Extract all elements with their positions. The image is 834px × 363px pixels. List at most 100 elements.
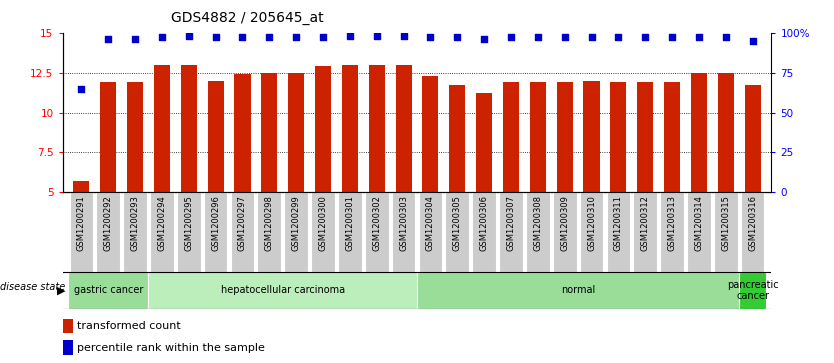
Bar	[181, 65, 197, 192]
Bar	[745, 85, 761, 192]
Point	[639, 34, 652, 40]
Bar	[422, 76, 439, 192]
Bar	[634, 192, 657, 272]
Bar	[153, 65, 170, 192]
Text: GSM1200291: GSM1200291	[77, 195, 86, 250]
Point	[75, 86, 88, 91]
Text: GSM1200306: GSM1200306	[480, 195, 489, 251]
Bar	[530, 82, 546, 192]
Point	[558, 34, 571, 40]
Bar	[553, 192, 576, 272]
Bar	[445, 192, 469, 272]
Point	[477, 36, 490, 42]
Text: GSM1200314: GSM1200314	[695, 195, 703, 251]
Point	[102, 36, 115, 42]
Text: GSM1200302: GSM1200302	[372, 195, 381, 251]
Bar	[63, 340, 73, 355]
Text: GSM1200298: GSM1200298	[265, 195, 274, 251]
Point	[531, 34, 545, 40]
Bar	[369, 65, 384, 192]
Bar	[315, 66, 331, 192]
Bar	[231, 192, 254, 272]
Bar	[417, 272, 739, 309]
Text: GSM1200300: GSM1200300	[319, 195, 328, 251]
Text: hepatocellular carcinoma: hepatocellular carcinoma	[221, 285, 344, 295]
Bar	[288, 73, 304, 192]
Bar	[311, 192, 334, 272]
Text: GSM1200299: GSM1200299	[292, 195, 301, 250]
Text: transformed count: transformed count	[77, 321, 180, 331]
Text: GSM1200312: GSM1200312	[641, 195, 650, 251]
Bar	[100, 82, 116, 192]
Text: GSM1200301: GSM1200301	[345, 195, 354, 251]
Point	[719, 34, 732, 40]
Bar	[664, 82, 681, 192]
Text: GSM1200311: GSM1200311	[614, 195, 623, 251]
Bar	[261, 73, 278, 192]
Text: GSM1200305: GSM1200305	[453, 195, 462, 251]
Point	[397, 33, 410, 39]
Bar	[580, 192, 603, 272]
Point	[263, 34, 276, 40]
Text: GDS4882 / 205645_at: GDS4882 / 205645_at	[171, 11, 324, 25]
Bar	[687, 192, 711, 272]
Text: GSM1200313: GSM1200313	[667, 195, 676, 251]
Text: GSM1200309: GSM1200309	[560, 195, 569, 251]
Text: GSM1200304: GSM1200304	[426, 195, 435, 251]
Point	[236, 34, 249, 40]
Text: normal: normal	[561, 285, 595, 295]
Text: GSM1200303: GSM1200303	[399, 195, 408, 251]
Text: GSM1200295: GSM1200295	[184, 195, 193, 250]
Text: GSM1200297: GSM1200297	[238, 195, 247, 251]
Point	[155, 34, 168, 40]
Text: GSM1200310: GSM1200310	[587, 195, 596, 251]
Point	[209, 34, 223, 40]
Point	[585, 34, 598, 40]
Bar	[177, 192, 200, 272]
Text: GSM1200315: GSM1200315	[721, 195, 731, 251]
Bar	[419, 192, 442, 272]
Text: GSM1200292: GSM1200292	[103, 195, 113, 250]
Bar	[610, 82, 626, 192]
Bar	[637, 82, 653, 192]
Bar	[69, 192, 93, 272]
Bar	[63, 319, 73, 333]
Point	[692, 34, 706, 40]
Bar	[342, 65, 358, 192]
Point	[424, 34, 437, 40]
Point	[370, 33, 384, 39]
Bar	[718, 73, 734, 192]
Bar	[395, 65, 412, 192]
Bar	[584, 81, 600, 192]
Bar	[472, 192, 496, 272]
Bar	[203, 192, 228, 272]
Text: gastric cancer: gastric cancer	[73, 285, 143, 295]
Point	[182, 33, 195, 39]
Point	[611, 34, 625, 40]
Bar	[500, 192, 523, 272]
Bar	[606, 192, 631, 272]
Point	[344, 33, 357, 39]
Text: disease state: disease state	[0, 282, 65, 292]
Text: GSM1200293: GSM1200293	[131, 195, 139, 251]
Bar	[73, 181, 89, 192]
Bar	[556, 82, 573, 192]
Point	[450, 34, 464, 40]
Bar	[476, 93, 492, 192]
Bar	[234, 74, 250, 192]
Point	[746, 38, 759, 44]
Text: GSM1200294: GSM1200294	[158, 195, 167, 250]
Point	[316, 34, 329, 40]
Bar	[661, 192, 684, 272]
Text: GSM1200307: GSM1200307	[506, 195, 515, 251]
Text: ▶: ▶	[57, 285, 65, 295]
Bar	[97, 192, 120, 272]
Bar	[741, 192, 765, 272]
Bar	[258, 192, 281, 272]
Bar	[338, 192, 362, 272]
Point	[128, 36, 142, 42]
Text: percentile rank within the sample: percentile rank within the sample	[77, 343, 264, 352]
Bar	[691, 73, 707, 192]
Text: GSM1200308: GSM1200308	[533, 195, 542, 251]
Bar	[127, 82, 143, 192]
